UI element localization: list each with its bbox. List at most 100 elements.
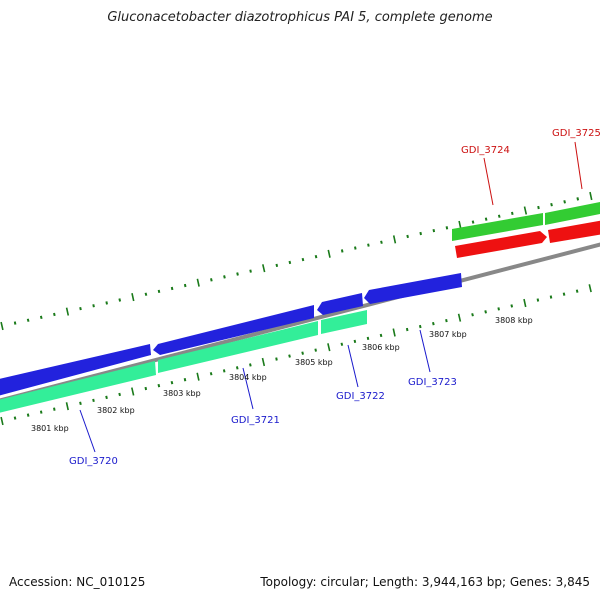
major-tick	[0, 416, 4, 426]
major-tick	[261, 357, 266, 367]
cds-3725[interactable]	[548, 219, 600, 243]
accession-text: Accession: NC_010125	[9, 575, 146, 589]
kbp-label: 3801 kbp	[31, 424, 69, 433]
minor-tick	[105, 301, 108, 305]
minor-tick	[236, 272, 239, 276]
minor-tick	[432, 228, 436, 233]
minor-tick	[183, 378, 187, 382]
major-tick	[65, 307, 70, 316]
major-tick	[196, 372, 200, 381]
kbp-label: 3805 kbp	[295, 358, 333, 367]
cds-3724[interactable]	[455, 231, 547, 258]
major-tick	[589, 191, 593, 201]
minor-tick	[367, 243, 370, 247]
gene-3720[interactable]	[0, 361, 156, 415]
minor-tick	[275, 263, 279, 268]
minor-tick	[79, 401, 82, 406]
minor-tick	[418, 324, 422, 329]
gene-label-3721[interactable]: GDI_3721	[231, 415, 280, 426]
minor-tick	[288, 354, 291, 358]
minor-tick	[484, 217, 488, 221]
minor-tick	[353, 339, 357, 344]
minor-tick	[288, 260, 292, 265]
minor-tick	[537, 205, 540, 210]
cds-3721[interactable]	[153, 305, 314, 355]
minor-tick	[445, 318, 448, 323]
major-tick	[458, 220, 462, 229]
minor-tick	[13, 321, 17, 325]
kbp-label: 3808 kbp	[495, 316, 533, 325]
gene-label-3722[interactable]: GDI_3722	[336, 391, 385, 402]
minor-tick	[144, 292, 148, 296]
minor-tick	[210, 278, 213, 282]
minor-tick	[53, 312, 56, 317]
gene-3721[interactable]	[158, 321, 318, 373]
minor-tick	[497, 214, 501, 218]
major-tick	[262, 264, 266, 273]
gene-label-3723[interactable]: GDI_3723	[408, 377, 457, 388]
map-title: Gluconacetobacter diazotrophicus PAI 5, …	[107, 10, 493, 25]
gene-label-3724[interactable]: GDI_3724	[461, 145, 510, 156]
gene-3722[interactable]	[321, 310, 367, 334]
minor-tick	[575, 289, 579, 293]
minor-tick	[510, 304, 514, 308]
gene-3724[interactable]	[452, 213, 543, 241]
minor-tick	[445, 226, 449, 230]
reverse-cds-track	[455, 219, 600, 258]
major-tick	[523, 298, 527, 308]
kbp-label: 3806 kbp	[362, 343, 400, 352]
gene-3725[interactable]	[545, 200, 600, 225]
kbp-label: 3804 kbp	[229, 373, 267, 382]
upper-tick-track	[0, 191, 593, 331]
minor-tick	[249, 363, 252, 367]
genome-backbone	[0, 242, 600, 403]
minor-tick	[26, 318, 30, 322]
minor-tick	[26, 413, 30, 417]
minor-tick	[301, 257, 305, 262]
minor-tick	[419, 231, 422, 236]
minor-tick	[562, 292, 566, 296]
kbp-label: 3807 kbp	[429, 330, 467, 339]
minor-tick	[209, 372, 213, 376]
minor-tick	[497, 307, 500, 311]
minor-tick	[314, 254, 318, 259]
major-tick	[392, 235, 397, 244]
minor-tick	[536, 298, 540, 302]
minor-tick	[118, 392, 121, 397]
major-tick	[392, 328, 396, 337]
minor-tick	[405, 327, 409, 332]
major-tick	[131, 387, 135, 396]
kbp-labels: 3801 kbp 3802 kbp 3803 kbp 3804 kbp 3805…	[31, 316, 533, 433]
cds-3720[interactable]	[0, 344, 151, 398]
minor-tick	[379, 333, 383, 338]
major-tick	[65, 402, 69, 411]
major-tick	[327, 249, 331, 258]
forward-gene-track	[0, 310, 367, 415]
minor-tick	[576, 197, 580, 201]
minor-tick	[314, 348, 317, 352]
minor-tick	[170, 286, 174, 291]
major-tick	[327, 343, 331, 352]
minor-tick	[105, 395, 108, 400]
reverse-gene-track	[452, 200, 600, 241]
minor-tick	[406, 234, 409, 239]
major-tick	[523, 206, 528, 215]
cds-3723[interactable]	[364, 273, 462, 304]
minor-tick	[511, 211, 514, 216]
minor-tick	[92, 398, 95, 403]
gene-label-3725[interactable]: GDI_3725	[552, 128, 600, 139]
minor-tick	[39, 410, 43, 414]
minor-tick	[563, 200, 566, 204]
gene-label-3720[interactable]: GDI_3720	[69, 456, 118, 467]
minor-tick	[157, 289, 161, 294]
kbp-label: 3802 kbp	[97, 406, 135, 415]
minor-tick	[484, 310, 487, 314]
major-tick	[196, 278, 200, 287]
minor-tick	[366, 336, 370, 341]
minor-tick	[170, 380, 174, 385]
genome-info-text: Topology: circular; Length: 3,944,163 bp…	[260, 575, 590, 589]
minor-tick	[118, 298, 122, 302]
kbp-label: 3803 kbp	[163, 389, 201, 398]
cds-3722[interactable]	[317, 293, 363, 315]
